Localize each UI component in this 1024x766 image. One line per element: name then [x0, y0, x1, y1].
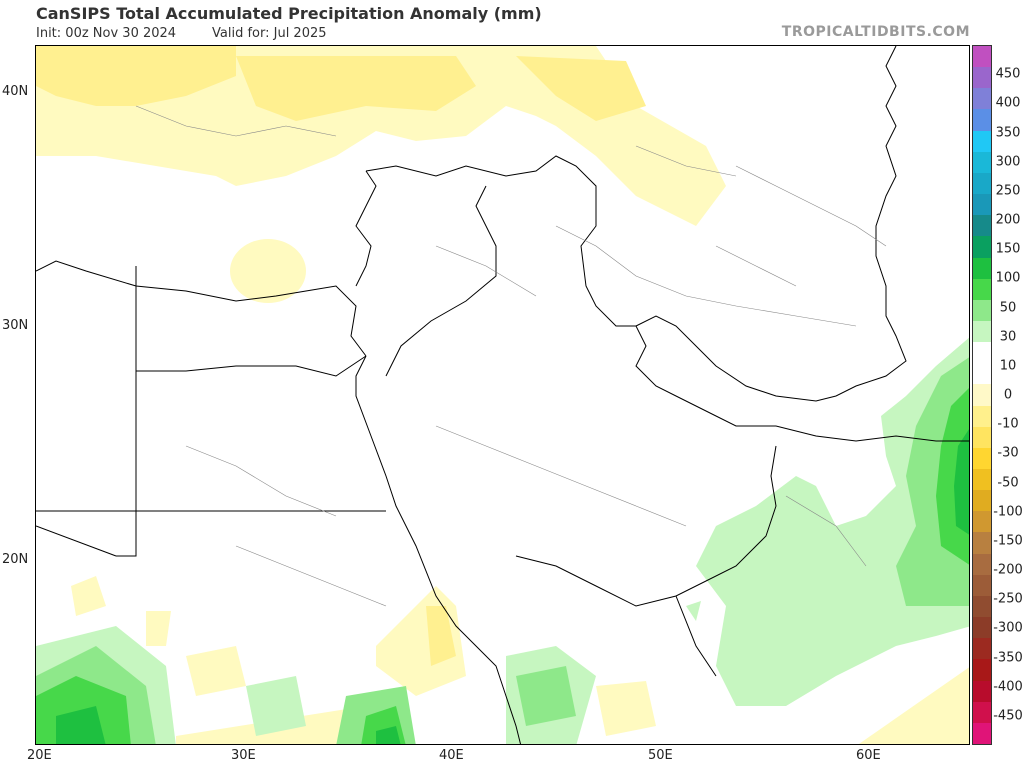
colorbar-swatch — [973, 363, 991, 385]
internal-borders — [135, 105, 887, 607]
colorbar-swatch — [973, 680, 991, 703]
colorbar-swatch — [973, 405, 991, 428]
colorbar-label: -300 — [993, 620, 1023, 636]
colorbar-swatch — [973, 553, 991, 576]
lat-label-40n: 40N — [2, 84, 29, 99]
colorbar-label: -50 — [997, 475, 1019, 490]
colorbar-label: 0 — [1003, 387, 1013, 403]
colorbar-label: -100 — [993, 504, 1023, 520]
brand-watermark: TROPICALTIDBITS.COM — [781, 24, 970, 40]
colorbar-swatch — [973, 638, 991, 660]
colorbar-swatch — [973, 172, 991, 195]
colorbar-swatch — [973, 215, 991, 237]
colorbar-label: -200 — [993, 562, 1023, 578]
colorbar-swatch — [973, 342, 991, 364]
colorbar-label: -350 — [993, 650, 1023, 665]
colorbar-label: 150 — [995, 241, 1021, 257]
colorbar-label: 400 — [995, 95, 1021, 111]
country-borders — [36, 46, 969, 744]
colorbar-swatch — [973, 595, 991, 618]
colorbar-swatch — [973, 701, 991, 724]
wet-anomaly-heavy — [56, 429, 969, 744]
colorbar-label: -400 — [993, 679, 1023, 695]
colorbar-label: -450 — [993, 708, 1023, 724]
colorbar-label: 300 — [995, 154, 1021, 170]
colorbar-label: -150 — [993, 533, 1023, 549]
colorbar-swatch — [973, 384, 991, 407]
colorbar-swatch — [973, 574, 991, 597]
colorbar-swatch — [973, 722, 991, 745]
colorbar-swatch — [973, 532, 991, 555]
colorbar-label: 350 — [995, 125, 1021, 140]
colorbar-swatch — [973, 447, 991, 470]
colorbar-swatch — [973, 257, 991, 280]
lon-label-20e: 20E — [27, 748, 52, 763]
colorbar-swatch — [973, 88, 991, 110]
lon-label-40e: 40E — [439, 748, 464, 763]
colorbar-label: 450 — [995, 66, 1021, 82]
colorbar-swatch — [973, 236, 991, 258]
lat-label-30n: 30N — [2, 318, 29, 333]
colorbar-swatch — [973, 426, 991, 449]
colorbar-label: 200 — [995, 212, 1021, 228]
colorbar-swatch — [973, 511, 991, 533]
valid-time: Valid for: Jul 2025 — [212, 26, 327, 41]
colorbar-swatch — [973, 151, 991, 174]
lat-label-20n: 20N — [2, 552, 29, 567]
colorbar — [972, 45, 992, 745]
colorbar-swatch — [973, 194, 991, 216]
colorbar-swatch — [973, 320, 991, 343]
colorbar-label: 50 — [999, 300, 1017, 315]
colorbar-swatch — [973, 617, 991, 639]
colorbar-label: -30 — [997, 445, 1019, 461]
colorbar-label: -250 — [993, 591, 1023, 607]
init-time: Init: 00z Nov 30 2024 — [36, 26, 177, 41]
colorbar-label: 10 — [999, 358, 1017, 374]
dry-anomaly-moderate — [36, 46, 646, 666]
precip-anomaly-map — [35, 45, 970, 745]
colorbar-swatch — [973, 659, 991, 682]
colorbar-label: -10 — [997, 416, 1019, 432]
map-title: CanSIPS Total Accumulated Precipitation … — [36, 4, 542, 23]
colorbar-swatch — [973, 46, 991, 68]
colorbar-swatch — [973, 130, 991, 153]
colorbar-swatch — [973, 469, 991, 491]
colorbar-swatch — [973, 109, 991, 132]
colorbar-label: 30 — [999, 329, 1017, 345]
colorbar-label: 100 — [995, 270, 1021, 286]
lon-label-30e: 30E — [231, 748, 256, 763]
colorbar-label: 250 — [995, 183, 1021, 199]
lon-label-50e: 50E — [648, 748, 673, 763]
colorbar-swatch — [973, 67, 991, 89]
lon-label-60e: 60E — [856, 748, 881, 763]
colorbar-swatch — [973, 278, 991, 301]
colorbar-swatch — [973, 299, 991, 322]
colorbar-swatch — [973, 490, 991, 512]
